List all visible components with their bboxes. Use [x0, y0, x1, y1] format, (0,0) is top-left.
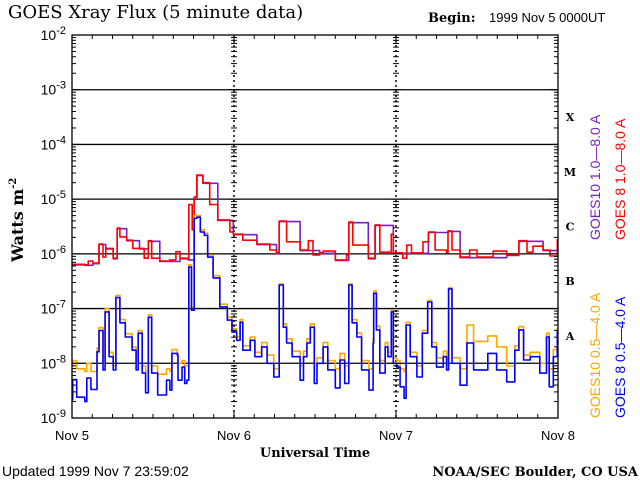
flare-class-label: M — [564, 166, 576, 179]
y-axis-label-text: Watts m — [8, 189, 27, 263]
y-tick-exponent: -8 — [56, 353, 66, 365]
y-tick-label: 10-8 — [41, 353, 66, 371]
y-tick-base: 10 — [41, 82, 57, 98]
chart-title: GOES Xray Flux (5 minute data) — [8, 2, 303, 23]
y-tick-exponent: -2 — [56, 25, 66, 37]
y-tick-label: 10-4 — [41, 134, 66, 152]
y-tick-label: 10-3 — [41, 80, 66, 98]
y-tick-label: 10-5 — [41, 189, 66, 207]
x-tick-label: Nov 8 — [541, 428, 575, 443]
x-axis-label: Universal Time — [260, 446, 370, 461]
credit-text: NOAA/SEC Boulder, CO USA — [432, 465, 639, 480]
legend-entry: GOES10 0.5—4.0 A — [587, 292, 603, 418]
series-line-goes-8-1-0-8-0-a — [72, 174, 559, 266]
y-tick-base: 10 — [41, 136, 57, 152]
legend-entry: GOES10 1.0—8.0 A — [587, 114, 603, 240]
flare-class-label: A — [565, 330, 575, 343]
series-line-goes-8-0-5-4-0-a — [71, 216, 559, 403]
flare-class-label: C — [566, 221, 575, 234]
y-tick-exponent: -5 — [56, 189, 66, 201]
y-tick-base: 10 — [41, 246, 57, 262]
begin-value: 1999 Nov 5 0000UT — [489, 10, 605, 25]
x-tick-label: Nov 6 — [217, 428, 251, 443]
updated-timestamp: Updated 1999 Nov 7 23:59:02 — [2, 463, 189, 479]
x-tick-label: Nov 7 — [379, 428, 413, 443]
y-tick-label: 10-2 — [41, 25, 66, 43]
begin-label: Begin: — [428, 11, 476, 26]
flare-class-label: X — [566, 111, 575, 124]
x-tick-label: Nov 5 — [55, 428, 89, 443]
y-axis-label-exponent: -2 — [8, 178, 19, 189]
legend-entry: GOES 8 0.5—4.0 A — [612, 296, 628, 418]
y-tick-exponent: -3 — [56, 80, 66, 92]
y-tick-base: 10 — [41, 355, 57, 371]
y-tick-label: 10-6 — [41, 244, 66, 262]
y-axis-label: Watts m-2 — [8, 178, 27, 263]
y-tick-base: 10 — [41, 301, 57, 317]
y-tick-exponent: -9 — [56, 408, 66, 420]
y-tick-label: 10-9 — [41, 408, 66, 426]
flare-class-label: B — [565, 275, 574, 288]
y-tick-exponent: -7 — [56, 299, 66, 311]
legend-entry: GOES 8 1.0—8.0 A — [612, 118, 628, 240]
y-tick-exponent: -4 — [56, 134, 66, 146]
y-tick-base: 10 — [41, 191, 57, 207]
y-tick-label: 10-7 — [41, 299, 66, 317]
y-tick-base: 10 — [41, 410, 57, 426]
y-tick-exponent: -6 — [56, 244, 66, 256]
y-tick-base: 10 — [41, 27, 57, 43]
